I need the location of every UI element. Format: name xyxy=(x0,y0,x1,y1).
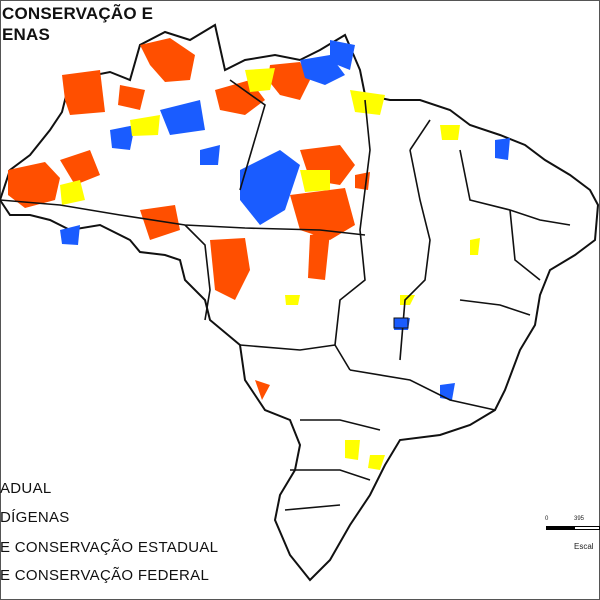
scale-segment-white xyxy=(574,526,600,530)
scale-label: Escal xyxy=(574,542,594,551)
state-conservation-units xyxy=(60,68,480,470)
scale-bar: 0 395 Escal xyxy=(540,516,600,556)
state-borders xyxy=(0,79,571,511)
scale-segment-black xyxy=(546,526,574,530)
legend-item-indigenous: DÍGENAS xyxy=(0,509,70,526)
legend-label: E CONSERVAÇÃO ESTADUAL xyxy=(0,539,219,556)
title-line-1: CONSERVAÇÃO E xyxy=(2,4,154,23)
legend-item-state-uc: E CONSERVAÇÃO ESTADUAL xyxy=(0,539,218,556)
legend-item-state: ADUAL xyxy=(0,480,52,497)
scale-tick-0: 0 xyxy=(545,516,549,522)
title-line-2: ENAS xyxy=(2,25,51,44)
scale-tick-1: 395 xyxy=(574,516,585,522)
legend-item-federal-uc: E CONSERVAÇÃO FEDERAL xyxy=(0,567,209,584)
legend-label: ADUAL xyxy=(0,480,52,497)
legend-label: DÍGENAS xyxy=(0,509,70,526)
federal-district xyxy=(393,317,409,329)
legend-label: E CONSERVAÇÃO FEDERAL xyxy=(0,567,210,584)
federal-conservation-units xyxy=(60,40,510,400)
map-title: CONSERVAÇÃO E ENAS xyxy=(2,3,153,45)
brazil-outline xyxy=(0,23,600,582)
